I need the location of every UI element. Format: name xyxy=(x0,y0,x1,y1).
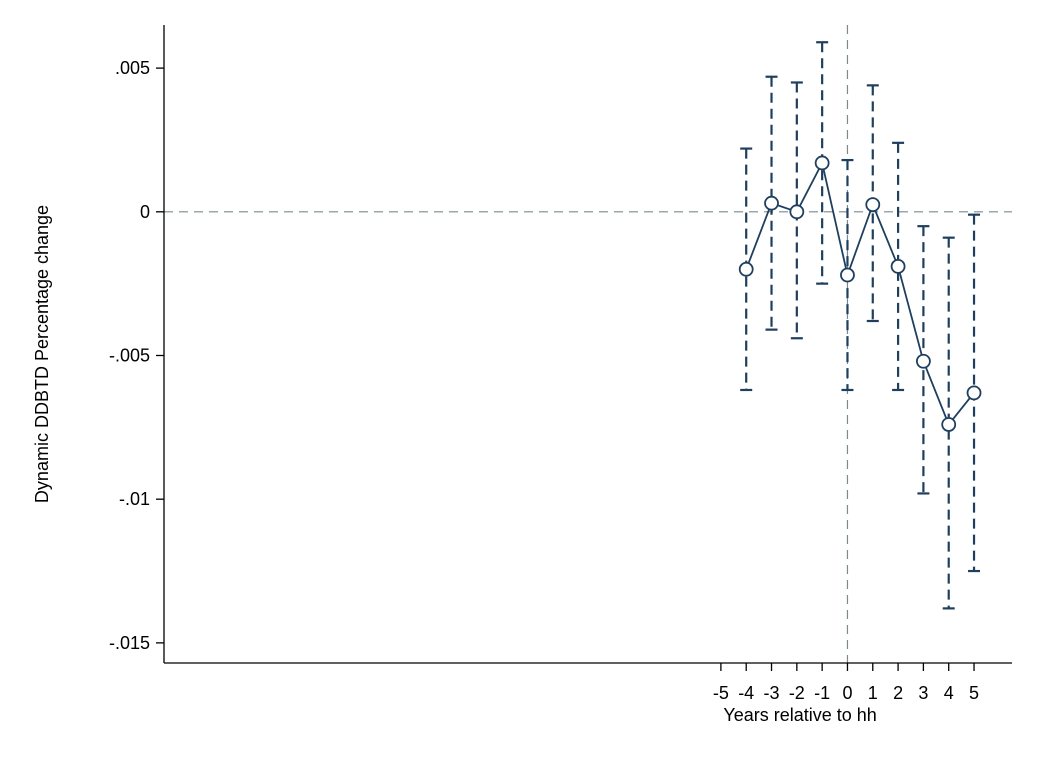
x-axis-title: Years relative to hh xyxy=(723,705,876,725)
x-tick-label: 1 xyxy=(868,683,878,703)
x-tick-label: -4 xyxy=(738,683,754,703)
estimate-series-line xyxy=(745,160,975,427)
x-tick-label: -3 xyxy=(764,683,780,703)
x-tick-label: 3 xyxy=(918,683,928,703)
x-tick-label: 0 xyxy=(842,683,852,703)
estimate-point xyxy=(789,204,805,220)
x-axis-ticks: -5 -4 -3 -2 -1 0 1 2 3 4 5 xyxy=(713,663,979,703)
estimate-line xyxy=(745,160,975,427)
estimate-point xyxy=(865,197,881,213)
estimate-point xyxy=(814,155,830,171)
y-tick-label: .005 xyxy=(115,58,150,78)
estimate-point xyxy=(840,267,855,283)
estimate-point xyxy=(890,259,906,274)
x-tick-label: -2 xyxy=(789,683,805,703)
axes xyxy=(163,25,1012,664)
y-tick-label: -.005 xyxy=(109,345,150,365)
estimate-points xyxy=(738,155,982,432)
y-tick-label: -.01 xyxy=(119,489,150,509)
estimate-point xyxy=(738,261,754,277)
estimate-point xyxy=(941,417,957,432)
estimate-point xyxy=(916,353,931,369)
estimate-point xyxy=(966,385,982,401)
y-tick-label: -.015 xyxy=(109,633,150,653)
x-tick-label: -1 xyxy=(814,683,830,703)
x-tick-label: 4 xyxy=(944,683,954,703)
y-axis-ticks: .005 0 -.005 -.01 -.015 xyxy=(109,58,164,653)
y-axis-title: Dynamic DDBTD Percentage change xyxy=(32,205,52,503)
estimate-point xyxy=(764,195,779,211)
x-tick-label: 2 xyxy=(893,683,903,703)
y-tick-label: 0 xyxy=(140,202,150,222)
x-tick-label: 5 xyxy=(969,683,979,703)
x-tick-label: -5 xyxy=(713,683,729,703)
